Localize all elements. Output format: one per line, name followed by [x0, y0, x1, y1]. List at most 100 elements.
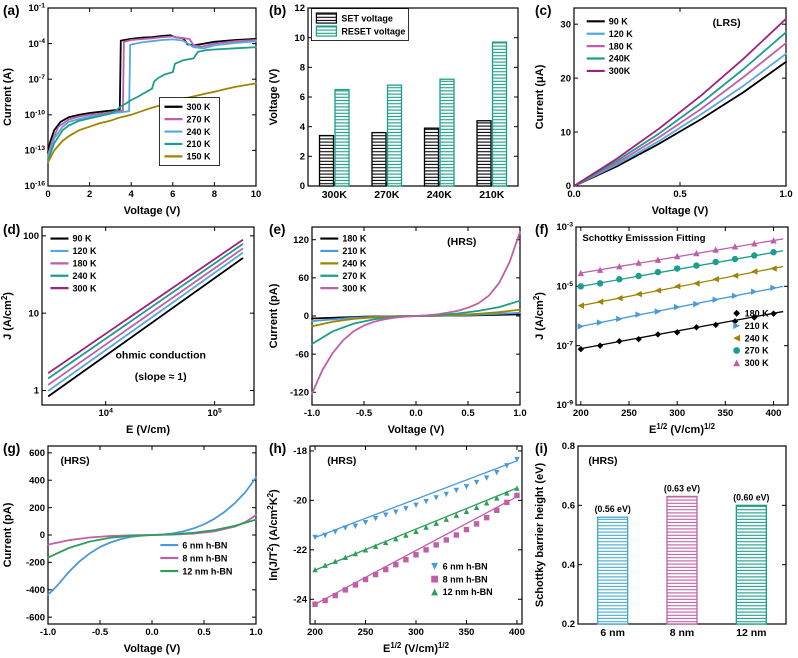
- x-tick-label: -1.0: [304, 408, 320, 419]
- legend-label: 270 K: [745, 346, 770, 356]
- series-6-nm-h-bn: [312, 456, 520, 541]
- panel-c: (c) 0 10 20 30 0.0 0.5 1.0 Voltage (V) Current (μ…: [534, 3, 793, 217]
- y-tick-label: 400: [29, 475, 45, 486]
- panel-i: (i) 0.2 0.4 0.6 0.8 6 nm 8 nm 12 nm Schottky bar…: [534, 441, 787, 639]
- y-axis-title: Current (A): [2, 68, 14, 126]
- legend-label: 300 K: [342, 283, 367, 293]
- bar: [386, 84, 403, 187]
- legend-label: 240 K: [72, 271, 97, 281]
- x-tick-label: 200: [573, 408, 589, 419]
- legend-label: 180 K: [342, 234, 367, 244]
- x-tick-label: 250: [358, 627, 374, 638]
- annotation: ohmic conduction: [116, 350, 206, 362]
- y-tick-label: 10: [560, 127, 571, 138]
- panel-h: (h) -18 -20 -22 -24 200 250 300 350 400 E1/2 (V/cm…: [266, 441, 525, 655]
- series-240-k: [47, 38, 257, 159]
- panel-cell-i: (i) 0.2 0.4 0.6 0.8 6 nm 8 nm 12 nm Schottky bar…: [532, 438, 798, 657]
- series-150-k: [47, 82, 257, 164]
- y-tick-label: 10-10: [25, 109, 46, 121]
- legend-label: 300 K: [745, 358, 770, 368]
- bar-value-label: (0.60 eV): [733, 492, 769, 502]
- y-tick-label: 600: [29, 448, 45, 459]
- x-axis-title: E1/2 (V/cm)1/2: [649, 422, 716, 436]
- y-tick-label: 10-16: [25, 181, 46, 193]
- y-tick-label: 0: [300, 181, 305, 192]
- plot-frame: [47, 7, 257, 187]
- y-axis-title: J (A/cm2): [532, 292, 546, 340]
- x-tick-label: -0.5: [92, 627, 109, 638]
- x-tick-label: 250: [621, 408, 637, 419]
- y-axis-title: J (A/cm2): [0, 292, 14, 340]
- series-180-k: [47, 247, 244, 386]
- panel-e-chart: (e) -120 -60 0 60 120 -1.0 -0.5 0.0 0.5 1.0 Voltage…: [268, 222, 527, 436]
- panel-label-i: (i): [535, 441, 548, 456]
- series-12-nm-h-bn: [47, 518, 257, 559]
- legend-label: 300 K: [186, 102, 211, 112]
- y-tick-label: -22: [293, 545, 307, 556]
- y-tick-label: 10-7: [28, 74, 45, 86]
- y-tick-label: 0: [40, 530, 45, 541]
- panel-c-chart: (c) 0 10 20 30 0.0 0.5 1.0 Voltage (V) Current (μ…: [534, 3, 793, 217]
- series-240k: [573, 31, 787, 187]
- y-tick-label: 2: [300, 152, 305, 163]
- y-tick-label: -20: [293, 496, 307, 507]
- x-category-label: 6 nm: [600, 627, 625, 639]
- bar: [371, 131, 387, 187]
- series-270-k: [577, 249, 784, 290]
- y-tick-label: -18: [293, 446, 307, 457]
- panel-label-e: (e): [269, 222, 286, 237]
- y-tick-label: 100: [23, 231, 39, 242]
- x-tick-label: 6: [170, 189, 175, 200]
- annotation: (LRS): [713, 17, 741, 29]
- y-axis-title: Voltage (V): [268, 68, 280, 125]
- y-axis-title: Current (pA): [268, 283, 280, 348]
- x-category-label: 12 nm: [736, 627, 766, 639]
- panel-g-chart: (g) -600 -400 -200 0 200 400 600 -1.0 -0.5 0.0 0.5 1…: [2, 441, 263, 655]
- x-tick-label: 0.0: [567, 189, 580, 200]
- series-210-k: [577, 284, 784, 330]
- bar: [735, 504, 767, 625]
- x-axis-title: Voltage (V): [124, 643, 181, 655]
- legend-label: 300K: [609, 66, 631, 76]
- x-tick-label: 8: [212, 189, 217, 200]
- legend-label: 210 K: [745, 321, 770, 331]
- legend-label: 12 nm h-BN: [182, 566, 232, 576]
- axes: 1 10 100 104 105: [23, 227, 254, 419]
- y-axis-title: ln(J/T2) (A/cm2K2): [266, 489, 280, 581]
- annotation: (HRS): [327, 455, 356, 467]
- panel-label-b: (b): [269, 3, 286, 18]
- x-tick-label: 200: [307, 627, 323, 638]
- y-tick-label: -24: [293, 594, 307, 605]
- legend: 180 K 210 K 240 K 270 K 300 K: [320, 234, 367, 293]
- legend-label: 300 K: [72, 283, 97, 293]
- legend: 300 K 270 K 240 K 210 K 150 K: [159, 97, 220, 166]
- series-240-k: [577, 265, 784, 309]
- axes: 0 10 20 30 0.0 0.5 1.0: [560, 8, 793, 200]
- legend: 6 nm h-BN 8 nm h-BN 12 nm h-BN: [431, 562, 493, 597]
- x-tick-label: 1.0: [779, 189, 792, 200]
- x-axis-title: E (V/cm): [126, 424, 170, 436]
- x-tick-label: 2: [87, 189, 92, 200]
- axes: 10-1 10-4 10-7 10-10 10-13 10-160 2 4 6 8 10: [25, 3, 262, 200]
- annotation: (HRS): [447, 236, 476, 248]
- panel-cell-b: (b) 0 2 4 6 8 10 12 300K 270K 240K 210K Voltage (V) S…: [266, 0, 532, 219]
- panel-e: (e) -120 -60 0 60 120 -1.0 -0.5 0.0 0.5 1.0 Voltage…: [268, 222, 527, 436]
- x-tick-label: 350: [459, 627, 475, 638]
- panel-label-h: (h): [269, 441, 286, 456]
- annotation: (HRS): [60, 455, 89, 467]
- legend-label: 210 K: [186, 139, 211, 149]
- series-90-k: [47, 257, 244, 397]
- y-axis-title: Current (pA): [2, 502, 14, 567]
- legend-label: 180 K: [745, 309, 770, 319]
- y-tick-label: 0.6: [562, 501, 575, 512]
- panel-h-chart: (h) -18 -20 -22 -24 200 250 300 350 400 E1/2 (V/cm…: [266, 441, 525, 655]
- legend-label: 8 nm h-BN: [182, 553, 227, 563]
- series-120-k: [47, 252, 244, 392]
- panel-cell-h: (h) -18 -20 -22 -24 200 250 300 350 400 E1/2 (V/cm…: [266, 438, 532, 657]
- x-axis-title: Voltage (V): [652, 205, 709, 217]
- x-tick-label: 0: [45, 189, 50, 200]
- x-tick-label: 10: [251, 189, 262, 200]
- x-tick-label: 1.0: [249, 627, 262, 638]
